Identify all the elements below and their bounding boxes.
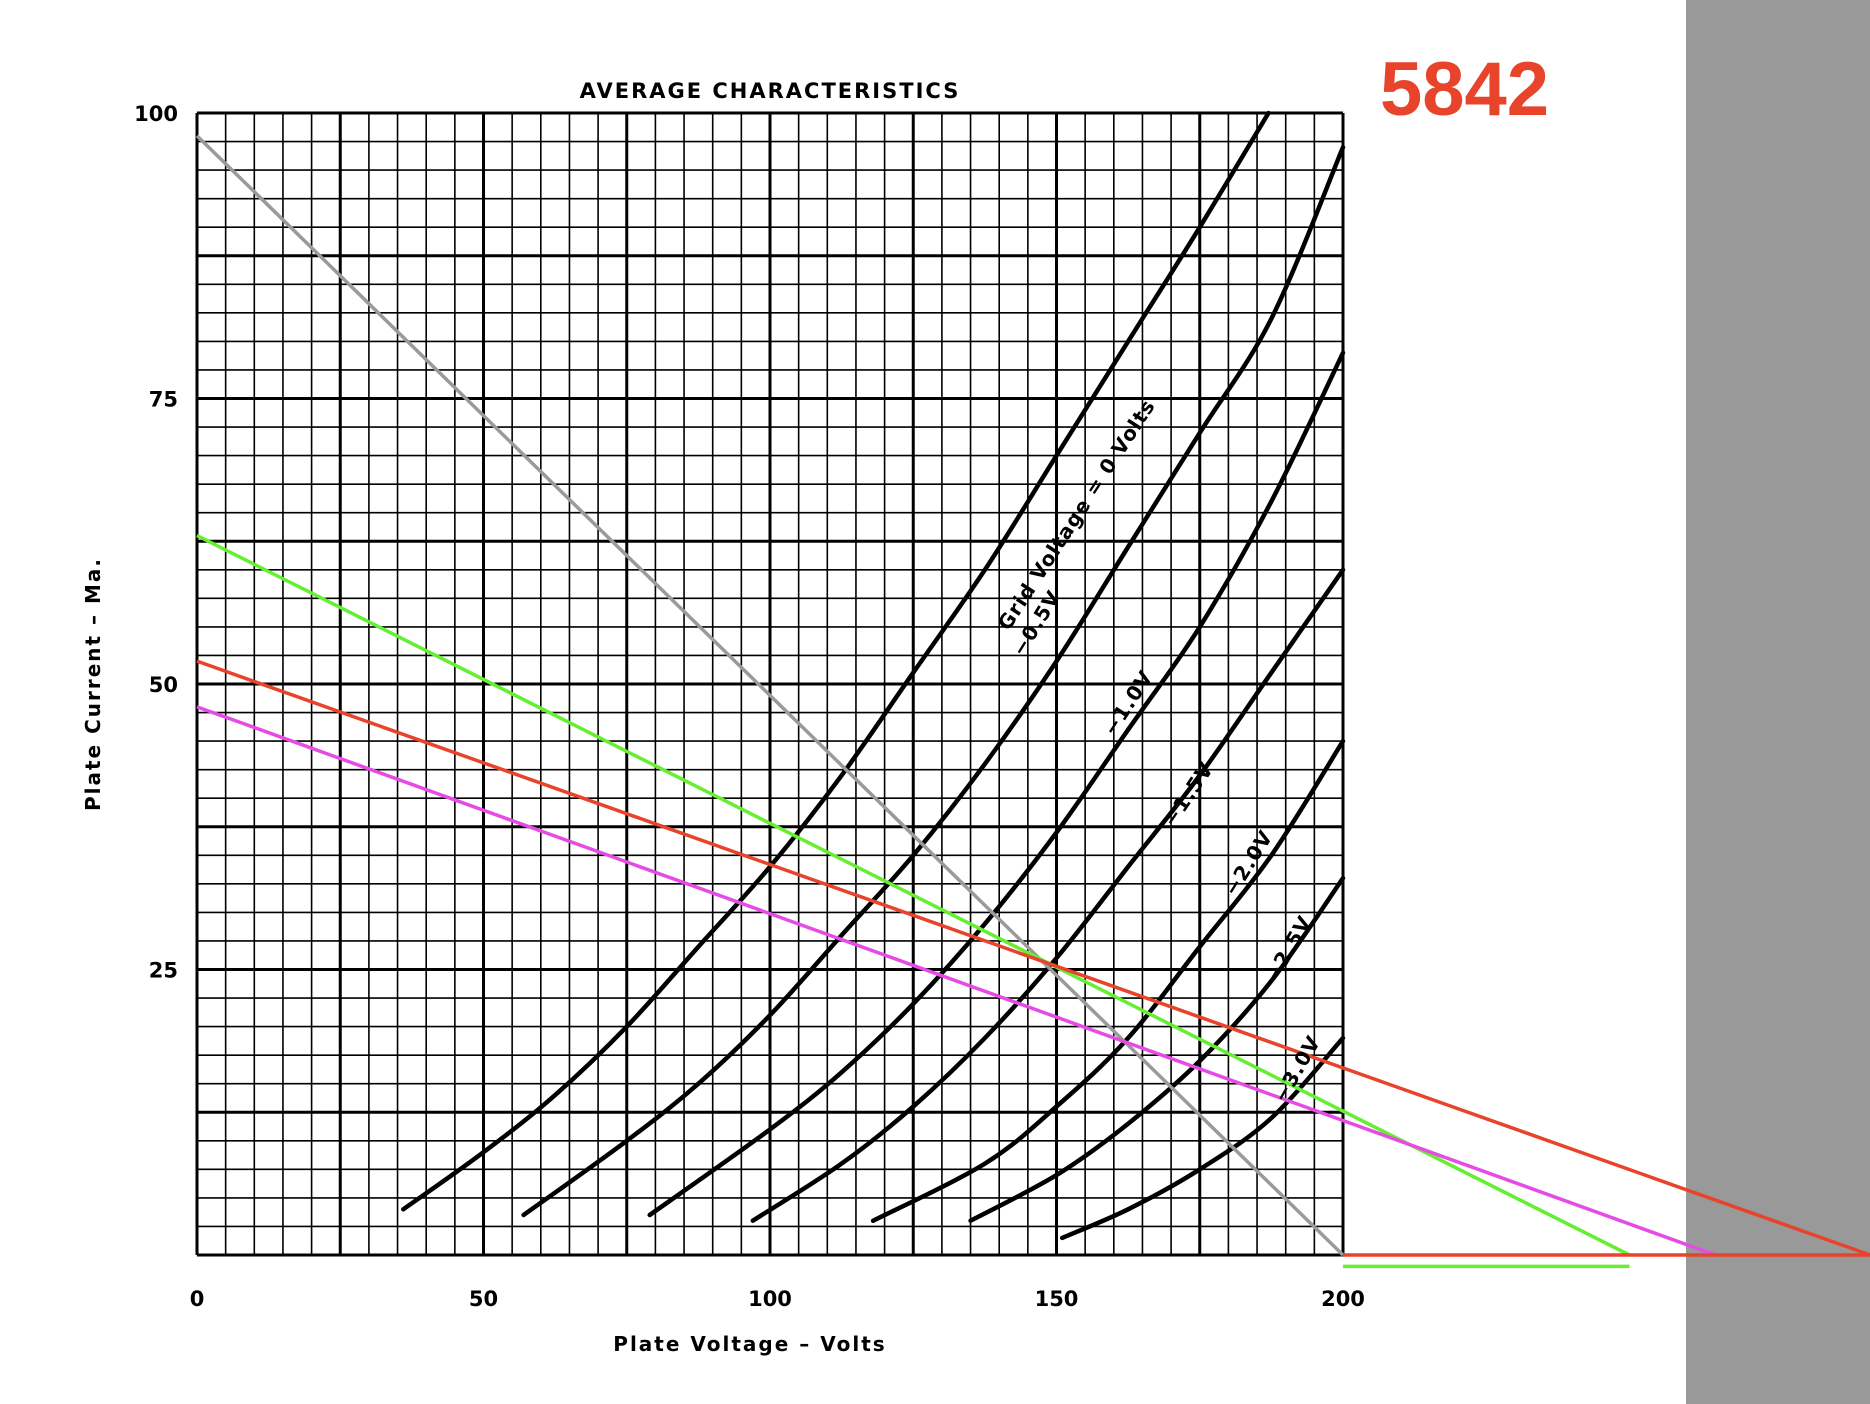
plate-curve: [968, 875, 1346, 1223]
plate-curve: [647, 350, 1346, 1218]
tube-number: 5842: [1380, 47, 1550, 132]
x-tick-label: 50: [469, 1287, 498, 1311]
plate-curve: [1059, 1035, 1346, 1241]
x-tick-label: 0: [190, 1287, 205, 1311]
plate-curve: [521, 145, 1346, 1218]
x-tick-label: 150: [1035, 1287, 1079, 1311]
plate-curve: [401, 110, 1271, 1212]
x-tick-label: 200: [1321, 1287, 1365, 1311]
grid: [195, 111, 1345, 1257]
x-axis-label: Plate Voltage – Volts: [613, 1332, 886, 1356]
load-line: [196, 659, 1870, 1257]
load-line: [196, 533, 1631, 1257]
load-lines: [195, 134, 1870, 1269]
y-tick-label: 75: [149, 388, 178, 412]
plate-curves: [401, 110, 1346, 1241]
y-tick-label: 100: [134, 102, 178, 126]
plate-curve: [870, 738, 1346, 1223]
curve-label: −2.5V: [1260, 911, 1317, 986]
chart-title: AVERAGE CHARACTERISTICS: [580, 79, 961, 103]
load-line: [196, 705, 1717, 1257]
y-tick-label: 25: [149, 959, 178, 983]
curve-label: −1.5V: [1158, 757, 1219, 831]
plate-curve: [750, 567, 1346, 1223]
y-axis-label: Plate Current – Ma.: [81, 557, 105, 811]
side-band: [1686, 0, 1870, 1404]
x-tick-label: 100: [748, 1287, 792, 1311]
load-line: [195, 134, 1345, 1257]
y-tick-label: 50: [149, 673, 178, 697]
